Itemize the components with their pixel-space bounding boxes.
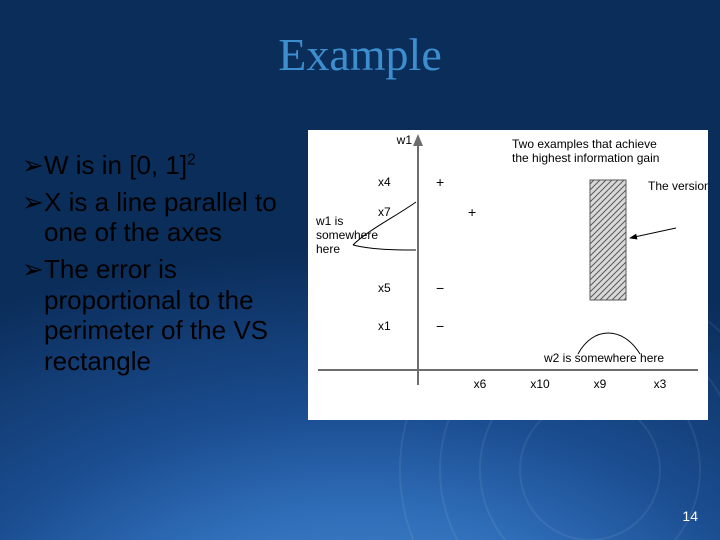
point-sign-x5: − xyxy=(436,280,444,296)
page-number: 14 xyxy=(682,508,698,524)
xaxis-label-x10: x10 xyxy=(530,377,550,391)
bullet-text: The error is proportional to the perimet… xyxy=(44,254,268,376)
w1-note-l1: w1 is xyxy=(315,214,343,228)
w1-note-l3: here xyxy=(316,242,340,256)
slide-title: Example xyxy=(0,28,720,81)
bullet-marker: ➢ xyxy=(22,187,44,218)
bullet-sup: 2 xyxy=(187,151,196,168)
diagram-svg: w1 The version space Two examples that ach… xyxy=(308,130,708,420)
xaxis-label-x6: x6 xyxy=(474,377,487,391)
version-space-label: The version space xyxy=(648,179,708,193)
point-label-x4: x4 xyxy=(378,175,391,189)
version-space-arrow xyxy=(630,228,676,238)
bullet-marker: ➢ xyxy=(22,150,44,181)
bullet-marker: ➢ xyxy=(22,254,44,285)
bullet-text: X is a line parallel to one of the axes xyxy=(44,187,277,248)
xaxis-label-x9: x9 xyxy=(594,377,607,391)
w2-note: w2 is somewhere here xyxy=(543,351,664,365)
point-sign-x4: + xyxy=(436,174,444,190)
diagram-panel: w1 The version space Two examples that ach… xyxy=(308,130,708,420)
version-space-rect xyxy=(590,180,626,300)
point-label-x1: x1 xyxy=(378,319,391,333)
bullet-item: ➢W is in [0, 1]2 xyxy=(22,150,302,181)
bullet-text: W is in [0, 1] xyxy=(44,150,187,180)
bullet-item: ➢The error is proportional to the perime… xyxy=(22,254,302,377)
point-sign-x7: + xyxy=(468,204,476,220)
bullet-list: ➢W is in [0, 1]2 ➢X is a line parallel t… xyxy=(22,150,302,383)
w1-note-l2: somewhere xyxy=(316,228,378,242)
point-sign-x1: − xyxy=(436,318,444,334)
top-note-line1: Two examples that achieve xyxy=(512,137,657,151)
point-label-x7: x7 xyxy=(378,205,391,219)
top-note-line2: the highest information gain xyxy=(512,151,659,165)
y-axis-arrowhead xyxy=(413,134,423,146)
bullet-item: ➢X is a line parallel to one of the axes xyxy=(22,187,302,248)
point-label-x5: x5 xyxy=(378,281,391,295)
xaxis-label-x3: x3 xyxy=(654,377,667,391)
axis-label-w1: w1 xyxy=(396,133,413,147)
